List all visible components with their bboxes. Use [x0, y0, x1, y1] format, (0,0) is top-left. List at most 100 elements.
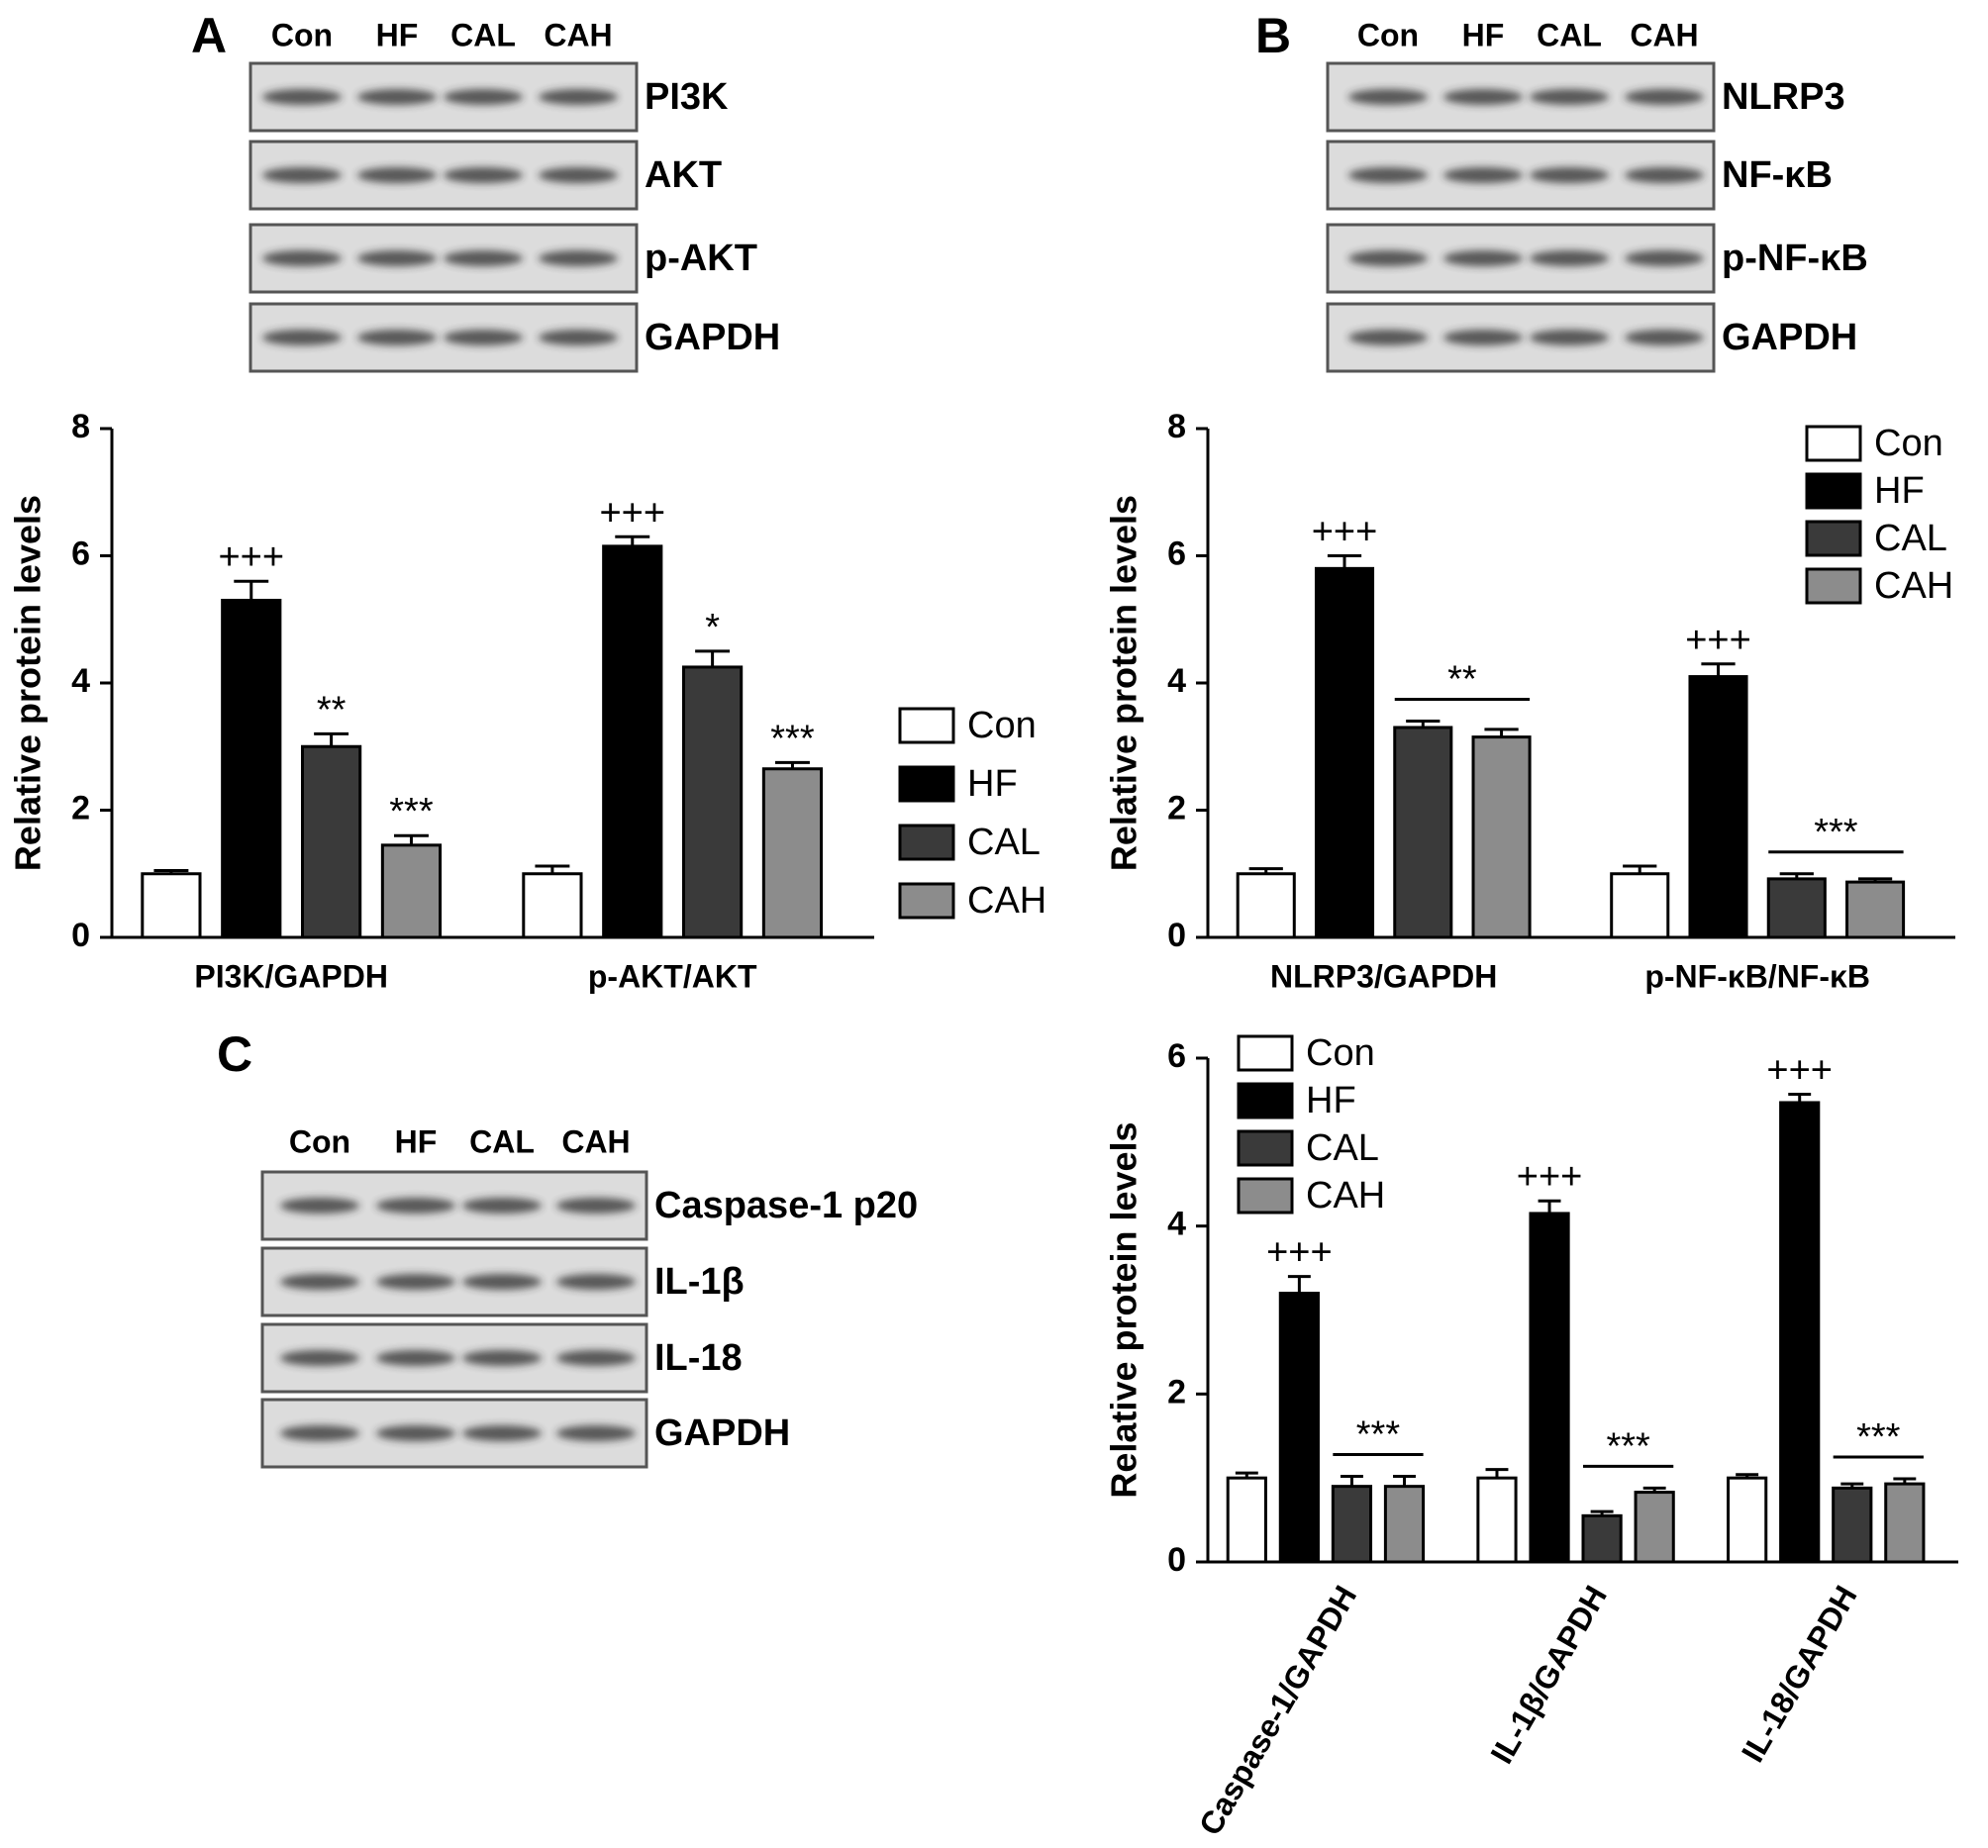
y-tick-label: 6 — [71, 535, 90, 572]
lane-label: HF — [376, 17, 419, 52]
blot-band — [357, 89, 437, 105]
legend-swatch — [1237, 1177, 1294, 1215]
error-bar — [1623, 864, 1657, 874]
bracket-label: ** — [1447, 659, 1477, 701]
blot-band — [1530, 167, 1609, 183]
y-tick-label: 4 — [1167, 1206, 1186, 1243]
blot-band — [1348, 89, 1428, 105]
bar — [1610, 872, 1670, 939]
lane-label: CAL — [469, 1123, 535, 1159]
significance-marker: +++ — [599, 492, 665, 534]
blot-band — [1348, 330, 1428, 345]
blot-band — [376, 1425, 455, 1441]
bar — [1226, 1476, 1267, 1564]
blot-band — [357, 250, 437, 266]
band-label: NLRP3 — [1722, 76, 1845, 118]
blot-band — [1443, 89, 1523, 105]
bar — [761, 767, 824, 939]
legend-swatch — [1237, 1082, 1294, 1119]
blot-band — [262, 250, 342, 266]
legend-label: Con — [1874, 423, 1943, 464]
blot-band — [357, 167, 437, 183]
bracket-label: *** — [1606, 1425, 1650, 1467]
y-tick-label: 0 — [1167, 917, 1186, 954]
error-bar — [1701, 662, 1736, 677]
blot-band — [1625, 167, 1704, 183]
band-label: Caspase-1 p20 — [654, 1185, 918, 1226]
x-tick-label: IL-18/GAPDH — [1735, 1580, 1864, 1768]
blot-band — [376, 1198, 455, 1214]
error-bar — [1893, 1477, 1917, 1485]
band-label: p-AKT — [645, 238, 757, 279]
lane-label: Con — [1357, 17, 1419, 52]
legend-label: Con — [967, 705, 1037, 746]
y-tick-label: 2 — [1167, 789, 1186, 827]
legend-swatch — [1805, 472, 1862, 510]
lane-label: HF — [395, 1123, 438, 1159]
significance-marker: *** — [770, 718, 815, 759]
lane-label: CAL — [1537, 17, 1602, 52]
y-tick-label: 8 — [1167, 408, 1186, 445]
bar — [1845, 880, 1906, 939]
error-bar — [1484, 728, 1519, 737]
blot-band — [1625, 89, 1704, 105]
lane-label: CAH — [544, 17, 612, 52]
band-label: PI3K — [645, 76, 729, 118]
bar — [682, 665, 744, 939]
legend-label: Con — [1306, 1032, 1375, 1074]
blot-band — [1443, 250, 1523, 266]
bar — [1884, 1482, 1926, 1564]
legend-label: HF — [1306, 1080, 1356, 1121]
blot-band — [462, 1425, 542, 1441]
y-tick-label: 4 — [1167, 662, 1186, 700]
error-bar — [1857, 877, 1893, 883]
x-tick-label: p-NF-κB/NF-κB — [1644, 958, 1870, 994]
y-tick-label: 6 — [1167, 535, 1186, 572]
bar — [1314, 566, 1375, 939]
x-tick-label: p-AKT/AKT — [588, 958, 757, 994]
error-bar — [234, 579, 269, 601]
band-label: GAPDH — [1722, 317, 1857, 358]
blot-band — [376, 1274, 455, 1290]
blot-band — [280, 1274, 359, 1290]
legend-label: CAH — [967, 880, 1046, 922]
bar — [1331, 1485, 1373, 1564]
blot-band — [539, 167, 618, 183]
blot-band — [556, 1198, 636, 1214]
legend-swatch — [1805, 520, 1862, 557]
error-bar — [1235, 1471, 1258, 1479]
legend-label: CAH — [1874, 565, 1953, 607]
error-bar — [1485, 1468, 1509, 1479]
significance-marker: +++ — [1312, 512, 1378, 553]
bar — [301, 744, 362, 939]
blot-band — [280, 1198, 359, 1214]
blot-band — [556, 1274, 636, 1290]
legend-swatch — [898, 882, 955, 920]
bar — [1727, 1476, 1768, 1564]
legend-swatch — [1805, 567, 1862, 605]
blot-band — [539, 250, 618, 266]
blot-band — [462, 1198, 542, 1214]
bar — [522, 872, 583, 939]
error-bar — [153, 869, 189, 874]
blot-band — [462, 1274, 542, 1290]
bar — [1581, 1513, 1623, 1564]
blot-band — [444, 330, 523, 345]
blot-band — [1625, 250, 1704, 266]
band-label: NF-κB — [1722, 154, 1833, 196]
blot-band — [539, 330, 618, 345]
y-axis-label: Relative protein levels — [1104, 495, 1144, 871]
blot-band — [280, 1350, 359, 1366]
bar — [1236, 872, 1296, 939]
bar — [1383, 1485, 1426, 1564]
y-tick-label: 0 — [1167, 1541, 1186, 1579]
legend-label: CAH — [1306, 1175, 1385, 1216]
significance-marker: +++ — [1685, 620, 1751, 661]
legend-swatch — [1237, 1129, 1294, 1167]
bracket-label: *** — [1814, 812, 1858, 853]
panel-letter: C — [217, 1026, 252, 1082]
x-tick-label: Caspase-1/GAPDH — [1192, 1580, 1363, 1841]
blot-band — [1625, 330, 1704, 345]
lane-label: HF — [1462, 17, 1505, 52]
